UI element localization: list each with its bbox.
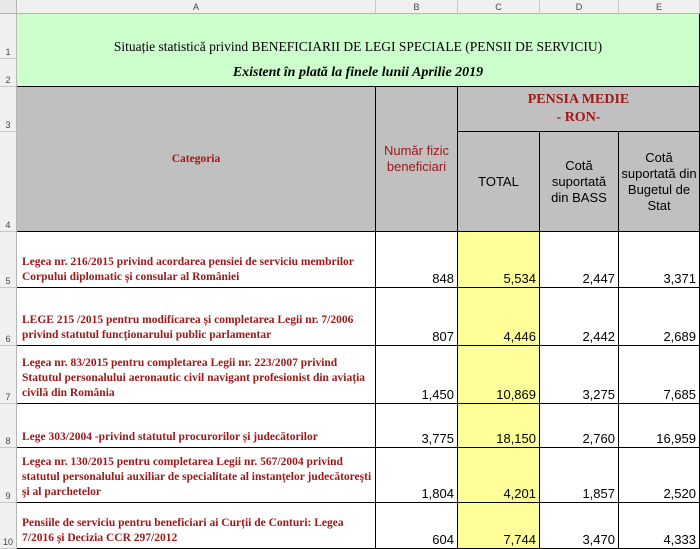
row-bass-cell[interactable]: 2,442 xyxy=(540,288,619,346)
row-buget-cell[interactable]: 4,333 xyxy=(619,503,700,549)
header-cota-bass: Cotă suportată din BASS xyxy=(551,157,607,205)
column-header-b[interactable]: B xyxy=(376,0,458,14)
header-categoria-cell[interactable]: Categoria xyxy=(17,87,376,232)
row-total-cell[interactable]: 10,869 xyxy=(458,346,540,404)
sheet-title: Situație statistică privind BENEFICIARII… xyxy=(113,39,603,54)
row-category-cell[interactable]: Pensiile de serviciu pentru beneficiari … xyxy=(17,503,376,549)
row-buget-cell[interactable]: 3,371 xyxy=(619,232,700,288)
row-header-8[interactable]: 8 xyxy=(0,404,17,448)
row-total-cell[interactable]: 18,150 xyxy=(458,404,540,448)
title-line2-cell[interactable]: Existent în plată la finele lunii Aprili… xyxy=(17,59,700,87)
row-header-9[interactable]: 9 xyxy=(0,448,17,503)
row-total-cell[interactable]: 4,201 xyxy=(458,448,540,503)
title-line1-cell[interactable]: Situație statistică privind BENEFICIARII… xyxy=(17,14,700,59)
row-bass-cell[interactable]: 2,760 xyxy=(540,404,619,448)
column-header-e[interactable]: E xyxy=(619,0,700,14)
row-category-cell[interactable]: Lege 303/2004 -privind statutul procuror… xyxy=(17,404,376,448)
header-pensia-medie: PENSIA MEDIE xyxy=(527,92,630,107)
row-beneficiari-cell[interactable]: 604 xyxy=(376,503,458,549)
header-numar-fizic: Număr fizic beneficiari xyxy=(383,143,449,174)
header-total: TOTAL xyxy=(478,173,519,189)
header-total-cell[interactable]: TOTAL xyxy=(458,132,540,232)
row-beneficiari-cell[interactable]: 848 xyxy=(376,232,458,288)
column-header-c[interactable]: C xyxy=(458,0,540,14)
sheet-subtitle: Existent în plată la finele lunii Aprili… xyxy=(232,64,484,80)
row-total-cell[interactable]: 4,446 xyxy=(458,288,540,346)
row-header-1[interactable]: 1 xyxy=(0,14,17,59)
row-beneficiari-cell[interactable]: 1,450 xyxy=(376,346,458,404)
row-buget-cell[interactable]: 16,959 xyxy=(619,404,700,448)
header-categoria: Categoria xyxy=(171,153,221,165)
row-category-cell[interactable]: LEGE 215 /2015 pentru modificarea și com… xyxy=(17,288,376,346)
row-header-7[interactable]: 7 xyxy=(0,346,17,404)
row-category-cell[interactable]: Legea nr. 83/2015 pentru completarea Leg… xyxy=(17,346,376,404)
row-buget-cell[interactable]: 2,520 xyxy=(619,448,700,503)
row-bass-cell[interactable]: 2,447 xyxy=(540,232,619,288)
header-cota-bass-cell[interactable]: Cotă suportată din BASS xyxy=(540,132,619,232)
select-all-corner[interactable] xyxy=(0,0,17,14)
row-header-2[interactable]: 2 xyxy=(0,59,17,87)
row-total-cell[interactable]: 5,534 xyxy=(458,232,540,288)
row-beneficiari-cell[interactable]: 1,804 xyxy=(376,448,458,503)
row-header-3[interactable]: 3 xyxy=(0,87,17,132)
row-bass-cell[interactable]: 1,857 xyxy=(540,448,619,503)
row-category-cell[interactable]: Legea nr. 130/2015 pentru completarea Le… xyxy=(17,448,376,503)
header-cota-buget-cell[interactable]: Cotă suportată din Bugetul de Stat xyxy=(619,132,700,232)
row-bass-cell[interactable]: 3,470 xyxy=(540,503,619,549)
header-numar-cell[interactable]: Număr fizic beneficiari xyxy=(376,87,458,232)
column-header-a[interactable]: A xyxy=(17,0,376,14)
row-buget-cell[interactable]: 7,685 xyxy=(619,346,700,404)
row-header-4[interactable]: 4 xyxy=(0,132,17,232)
row-buget-cell[interactable]: 2,689 xyxy=(619,288,700,346)
row-category-cell[interactable]: Legea nr. 216/2015 privind acordarea pen… xyxy=(17,232,376,288)
row-bass-cell[interactable]: 3,275 xyxy=(540,346,619,404)
row-header-10[interactable]: 10 xyxy=(0,503,17,549)
column-header-d[interactable]: D xyxy=(540,0,619,14)
row-header-6[interactable]: 6 xyxy=(0,288,17,346)
header-pensia-medie-cell[interactable]: PENSIA MEDIE - RON- xyxy=(458,87,700,132)
row-beneficiari-cell[interactable]: 807 xyxy=(376,288,458,346)
row-total-cell[interactable]: 7,744 xyxy=(458,503,540,549)
header-ron: - RON- xyxy=(556,110,601,125)
row-beneficiari-cell[interactable]: 3,775 xyxy=(376,404,458,448)
row-header-5[interactable]: 5 xyxy=(0,232,17,288)
header-cota-buget: Cotă suportată din Bugetul de Stat xyxy=(621,149,697,213)
